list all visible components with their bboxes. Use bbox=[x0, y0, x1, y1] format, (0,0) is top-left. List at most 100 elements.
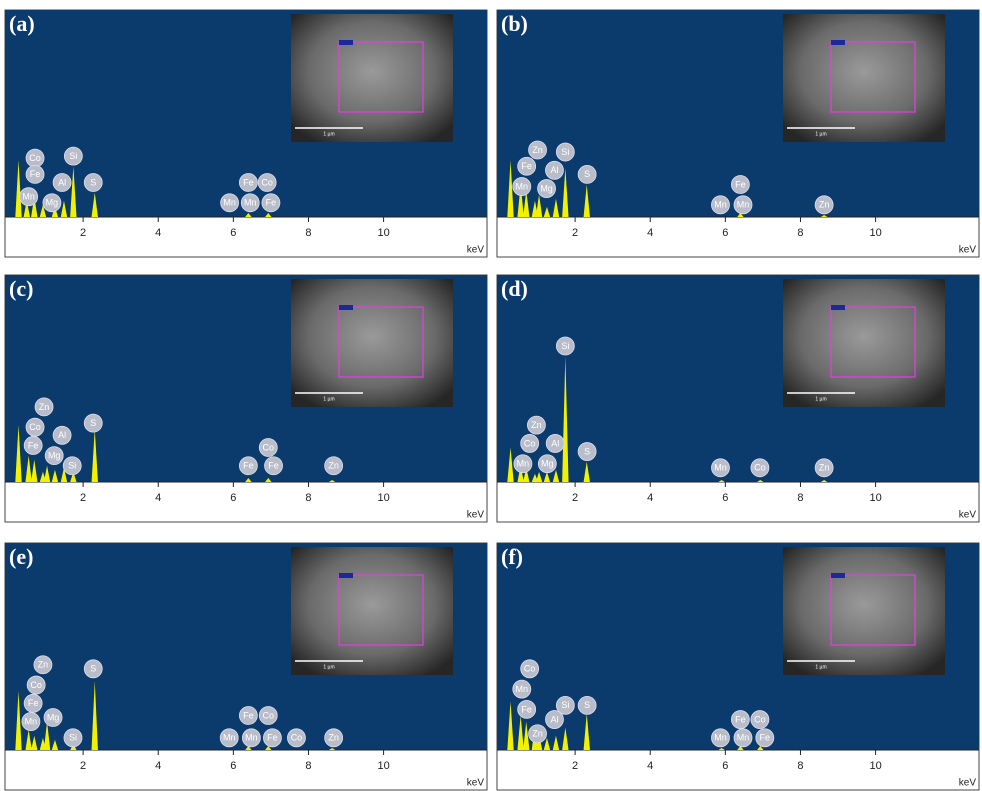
element-label: Si bbox=[69, 733, 77, 743]
element-label: S bbox=[90, 177, 96, 187]
element-label: Fe bbox=[521, 161, 532, 171]
box-tag bbox=[339, 40, 353, 45]
element-label: Co bbox=[524, 664, 536, 674]
x-tick-label: 6 bbox=[230, 492, 236, 504]
element-label: Co bbox=[754, 714, 766, 724]
box-tag bbox=[339, 305, 353, 310]
x-tick-label: 6 bbox=[230, 760, 236, 772]
element-label: Zn bbox=[532, 729, 543, 739]
element-label: Fe bbox=[30, 169, 41, 179]
element-label: Co bbox=[263, 442, 275, 452]
element-label: Si bbox=[561, 700, 569, 710]
element-label: Si bbox=[561, 147, 569, 157]
panel-label: (f) bbox=[501, 544, 523, 569]
element-label: Fe bbox=[28, 698, 39, 708]
element-label: Fe bbox=[243, 177, 254, 187]
x-tick-label: 4 bbox=[155, 492, 161, 504]
element-label: Mg bbox=[540, 183, 553, 193]
element-label: Mg bbox=[46, 198, 59, 208]
element-label: Co bbox=[291, 733, 303, 743]
element-label: Zn bbox=[819, 463, 830, 473]
element-label: Fe bbox=[266, 198, 277, 208]
x-tick-label: 10 bbox=[869, 760, 881, 772]
x-tick-label: 2 bbox=[80, 227, 86, 239]
x-tick-label: 4 bbox=[155, 760, 161, 772]
element-label: Mg bbox=[47, 712, 60, 722]
element-label: Si bbox=[69, 151, 77, 161]
element-label: Mn bbox=[714, 200, 727, 210]
x-tick-label: 10 bbox=[869, 227, 881, 239]
sem-inset bbox=[783, 14, 945, 142]
element-label: S bbox=[584, 169, 590, 179]
x-tick-label: 10 bbox=[869, 492, 881, 504]
element-label: Mn bbox=[516, 684, 529, 694]
x-tick-label: 8 bbox=[305, 760, 311, 772]
spectrum-panel: 246810keVZnCoFeMnMgSiSFeCoMnMnFeCoZn(e)1… bbox=[5, 543, 487, 790]
panel-label: (e) bbox=[9, 544, 33, 569]
x-tick-label: 6 bbox=[722, 227, 728, 239]
x-tick-label: 4 bbox=[647, 227, 653, 239]
element-label: Co bbox=[29, 153, 41, 163]
element-label: Co bbox=[30, 680, 42, 690]
panel-label: (b) bbox=[501, 11, 528, 36]
element-label: Zn bbox=[531, 420, 542, 430]
element-label: Al bbox=[551, 438, 559, 448]
element-label: Zn bbox=[328, 733, 339, 743]
element-label: Zn bbox=[819, 200, 830, 210]
box-tag bbox=[831, 573, 845, 578]
element-label: Mg bbox=[48, 450, 61, 460]
element-label: Fe bbox=[268, 461, 279, 471]
element-label: Mn bbox=[517, 459, 530, 469]
element-label: Mg bbox=[541, 459, 554, 469]
element-label: Fe bbox=[28, 440, 39, 450]
element-label: Si bbox=[68, 461, 76, 471]
element-label: Mn bbox=[714, 733, 727, 743]
x-tick-label: 6 bbox=[722, 492, 728, 504]
sem-inset bbox=[291, 279, 453, 407]
element-label: Mn bbox=[223, 733, 236, 743]
panel-label: (c) bbox=[9, 276, 33, 301]
x-tick-label: 6 bbox=[722, 760, 728, 772]
x-tick-label: 8 bbox=[797, 492, 803, 504]
scale-bar-label: 1 µm bbox=[815, 396, 826, 402]
element-label: Mn bbox=[223, 198, 236, 208]
scale-bar-label: 1 µm bbox=[323, 131, 334, 137]
element-label: Fe bbox=[243, 710, 254, 720]
x-tick-label: 2 bbox=[80, 492, 86, 504]
x-tick-label: 2 bbox=[572, 227, 578, 239]
element-label: Fe bbox=[735, 714, 746, 724]
sem-inset bbox=[783, 547, 945, 675]
element-label: Mn bbox=[737, 733, 750, 743]
element-label: Mn bbox=[244, 198, 257, 208]
x-tick-label: 2 bbox=[572, 760, 578, 772]
scale-bar-label: 1 µm bbox=[323, 396, 334, 402]
x-axis-label: keV bbox=[467, 245, 485, 256]
element-label: Si bbox=[561, 341, 569, 351]
x-tick-label: 10 bbox=[377, 492, 389, 504]
element-label: Mn bbox=[25, 716, 38, 726]
element-label: Fe bbox=[243, 461, 254, 471]
element-label: Al bbox=[58, 177, 66, 187]
element-label: Zn bbox=[532, 145, 543, 155]
scale-bar-label: 1 µm bbox=[323, 664, 334, 670]
element-label: Mn bbox=[245, 733, 258, 743]
element-label: Co bbox=[524, 438, 536, 448]
x-tick-label: 8 bbox=[797, 760, 803, 772]
figure: 246810keVCoFeMnMgAlSiSFeCoMnMnFe(a)1 µm2… bbox=[0, 0, 982, 791]
x-tick-label: 8 bbox=[797, 227, 803, 239]
box-tag bbox=[339, 573, 353, 578]
x-tick-label: 8 bbox=[305, 492, 311, 504]
element-label: Al bbox=[58, 430, 66, 440]
x-tick-label: 10 bbox=[377, 227, 389, 239]
element-label: Mn bbox=[737, 200, 750, 210]
x-axis-label: keV bbox=[467, 778, 485, 789]
box-tag bbox=[831, 40, 845, 45]
box-tag bbox=[831, 305, 845, 310]
x-tick-label: 2 bbox=[80, 760, 86, 772]
element-label: Fe bbox=[267, 733, 278, 743]
element-label: Co bbox=[261, 177, 273, 187]
